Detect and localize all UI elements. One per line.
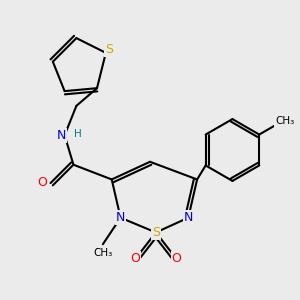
Text: O: O bbox=[130, 252, 140, 266]
Text: CH₃: CH₃ bbox=[275, 116, 294, 126]
Text: methyl: methyl bbox=[98, 250, 102, 251]
Text: CH₃: CH₃ bbox=[93, 248, 112, 258]
Text: methyl: methyl bbox=[96, 248, 101, 249]
Text: O: O bbox=[38, 176, 47, 189]
Text: N: N bbox=[184, 211, 193, 224]
Text: N: N bbox=[116, 211, 125, 224]
Text: S: S bbox=[152, 226, 160, 239]
Text: S: S bbox=[105, 44, 113, 56]
Text: N: N bbox=[57, 129, 66, 142]
Text: H: H bbox=[74, 129, 82, 139]
Text: O: O bbox=[172, 252, 182, 266]
